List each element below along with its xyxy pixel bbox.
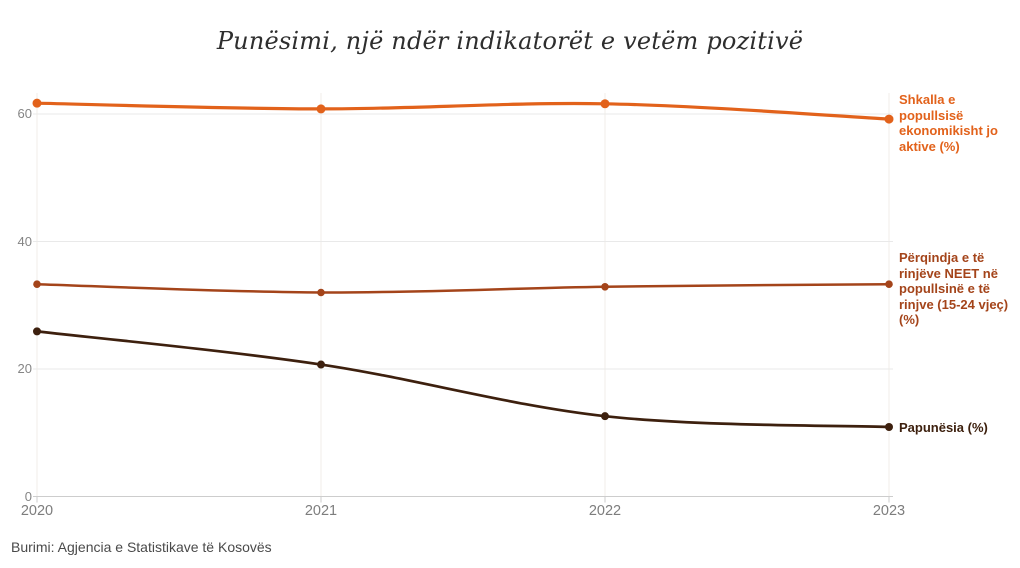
data-point	[885, 280, 893, 289]
data-point	[317, 288, 325, 297]
series-line	[35, 282, 891, 294]
x-axis-tick-label: 2022	[588, 503, 622, 519]
x-axis-tick-label: 2023	[872, 503, 906, 519]
data-point	[33, 280, 41, 289]
x-axis-tick-label: 2021	[304, 503, 338, 519]
series-line	[35, 101, 891, 121]
data-point	[32, 98, 42, 108]
y-axis-tick-label: 60	[17, 106, 32, 121]
data-point	[316, 104, 326, 114]
data-point	[601, 412, 609, 421]
data-point	[33, 327, 41, 336]
data-point	[885, 423, 893, 432]
series-label-unemployment: Papunësia (%)	[899, 420, 988, 435]
series-label-inactive: Shkalla e popullsisë ekonomikisht jo akt…	[899, 92, 998, 154]
x-axis-tick-label: 2020	[20, 503, 54, 519]
series-label-neet: Përqindja e të rinjëve NEET në popullsin…	[899, 250, 1009, 327]
data-point	[317, 360, 325, 369]
chart-title: Punësimi, një ndër indikatorët e vetëm p…	[216, 27, 804, 55]
source-attribution: Burimi: Agjencia e Statistikave të Kosov…	[11, 539, 272, 555]
y-axis-tick-label: 40	[17, 233, 32, 249]
series-line	[35, 330, 891, 429]
y-axis-tick-label: 0	[24, 488, 32, 504]
y-axis-tick-label: 20	[17, 361, 32, 376]
data-point	[601, 282, 609, 291]
data-point	[884, 114, 894, 124]
data-point	[600, 99, 610, 109]
